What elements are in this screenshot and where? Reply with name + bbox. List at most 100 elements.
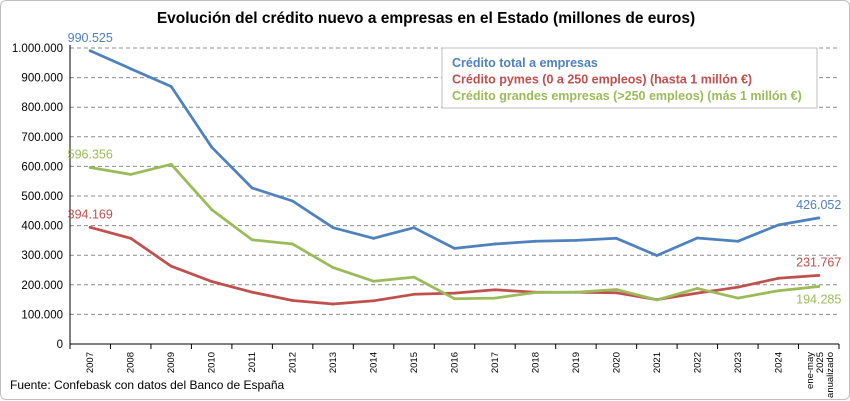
data-point [614, 288, 618, 291]
x-tick-label: 2010 [207, 352, 218, 373]
x-tick-label: 2012 [288, 352, 299, 373]
data-point [776, 223, 780, 227]
data-point [169, 264, 173, 268]
x-tick-label: 2019 [571, 352, 582, 373]
data-point [574, 290, 578, 294]
data-point [331, 226, 335, 230]
data-label: 194.285 [796, 292, 841, 306]
legend-entry: Crédito pymes (0 a 250 empleos) (hasta 1… [452, 73, 752, 87]
data-point [534, 239, 537, 243]
data-point [453, 297, 456, 301]
data-label: 231.767 [796, 255, 841, 269]
data-point [250, 290, 254, 294]
x-tick-label: 2015 [409, 352, 420, 373]
data-point [88, 49, 92, 53]
data-point [331, 302, 335, 306]
data-point [210, 145, 214, 149]
y-tick-label: 700.000 [21, 132, 63, 144]
data-point [412, 275, 416, 279]
y-tick-label: 1.000.000 [12, 43, 63, 55]
data-point [169, 85, 173, 88]
y-tick-label: 600.000 [21, 161, 63, 173]
y-tick-label: 200.000 [21, 280, 63, 292]
data-point [534, 291, 537, 294]
y-tick-label: 0 [57, 339, 63, 351]
data-point [210, 208, 214, 212]
y-tick-label: 100.000 [21, 309, 63, 321]
x-tick-label: 2017 [490, 352, 501, 373]
x-tick-label: 2021 [652, 352, 663, 373]
data-point [655, 254, 659, 257]
data-point [817, 216, 821, 220]
series-line-3 [88, 162, 821, 302]
data-point [736, 239, 740, 243]
data-point [655, 298, 659, 302]
x-tick-label: 2011 [247, 352, 258, 372]
data-point [493, 242, 497, 246]
data-label: 426.052 [796, 198, 841, 212]
data-point [695, 286, 699, 290]
legend-entry: Crédito grandes empresas (>250 empleos) … [452, 89, 802, 103]
data-point [88, 225, 92, 229]
data-point [291, 242, 295, 246]
data-point [291, 299, 295, 302]
data-point [129, 172, 133, 176]
x-tick-label: 2016 [450, 352, 461, 373]
x-tick-label: 2020 [611, 352, 622, 373]
data-label: 990.525 [68, 31, 113, 45]
x-tick-label: 2024 [773, 352, 784, 373]
y-tick-label: 500.000 [21, 191, 63, 203]
data-point [291, 199, 295, 203]
x-tick-label: 2014 [369, 352, 380, 373]
x-tick-label: 2007 [85, 352, 96, 373]
data-point [372, 299, 375, 303]
y-tick-label: 400.000 [21, 221, 63, 233]
axes: 0 100.000 200.000 300.000 400.000 500.000 600.… [12, 43, 840, 398]
data-point [372, 236, 375, 240]
data-point [736, 285, 740, 289]
data-label: 596.356 [68, 147, 113, 161]
data-point [493, 288, 497, 292]
series [88, 49, 821, 306]
data-point [453, 246, 456, 250]
data-point [129, 67, 133, 71]
data-point [250, 238, 254, 242]
data-point [695, 291, 699, 295]
x-tick-label: 2022 [692, 352, 703, 373]
x-tick-label: ene-may2025anualizado [805, 352, 836, 398]
data-label: 394.169 [68, 207, 113, 221]
data-point [412, 226, 416, 230]
data-point [210, 280, 214, 283]
data-point [817, 285, 821, 288]
legend-entry: Crédito total a empresas [452, 56, 598, 70]
legend-box [441, 47, 818, 109]
data-point [776, 289, 780, 293]
legend: Crédito total a empresas Crédito pymes (0… [441, 47, 818, 109]
data-point [817, 273, 821, 277]
data-point [129, 236, 133, 240]
chart-title: Evolución del crédito nuevo a empresas e… [157, 10, 695, 27]
x-tick-label: 2009 [166, 352, 177, 373]
data-point [574, 239, 578, 242]
data-point [695, 236, 699, 240]
x-tick-label: 2013 [328, 352, 339, 373]
data-point [614, 291, 618, 295]
y-tick-label: 900.000 [21, 73, 63, 85]
x-tick-label: 2018 [530, 352, 541, 373]
data-point [493, 296, 497, 300]
source-note: Fuente: Confebask con datos del Banco de… [10, 378, 285, 392]
data-point [412, 292, 416, 296]
data-labels: 990.525 394.169 596.356 426.052 231.767 194.2… [68, 31, 842, 307]
data-point [736, 296, 740, 300]
data-point [88, 166, 92, 169]
y-tick-label: 800.000 [21, 102, 63, 114]
x-tick-label: 2023 [733, 352, 744, 373]
data-point [614, 236, 618, 240]
x-tick-label: 2008 [126, 352, 137, 373]
y-tick-label: 300.000 [21, 250, 63, 262]
data-point [331, 266, 335, 270]
data-point [453, 291, 456, 295]
data-point [250, 186, 254, 190]
